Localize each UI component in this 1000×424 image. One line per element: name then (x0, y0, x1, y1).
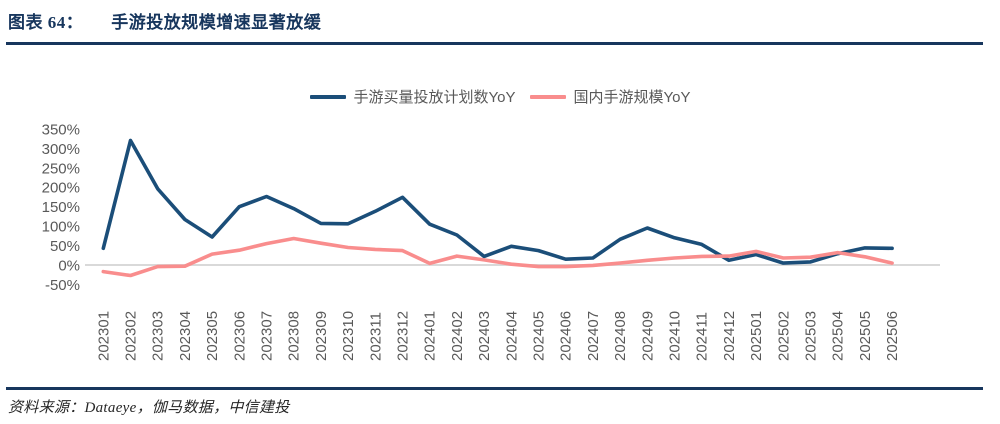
x-axis-tick-label: 202305 (204, 311, 221, 361)
x-axis-tick-label: 202403 (476, 311, 493, 361)
legend-label: 手游买量投放计划数YoY (353, 89, 516, 106)
x-axis-tick-label: 202311 (367, 312, 384, 361)
y-axis-tick-label: -50% (45, 277, 80, 294)
figure-title-row: 图表 64： 手游投放规模增速显著放缓 (8, 8, 321, 33)
x-axis-tick-label: 202505 (857, 311, 874, 361)
x-axis-tick-label: 202502 (775, 311, 792, 361)
x-axis-tick-label: 202406 (558, 311, 575, 361)
x-axis-tick-label: 202308 (286, 311, 303, 361)
x-axis-tick-label: 202506 (884, 311, 901, 361)
y-axis-tick-label: 0% (58, 258, 80, 275)
x-axis-tick-label: 202411 (694, 312, 711, 361)
legend-line-swatch-navy (309, 94, 346, 99)
legend-item-domestic-scale-yoy: 国内手游规模YoY (529, 86, 691, 107)
figure-number-label: 图表 64： (8, 13, 84, 32)
source-note: 资料来源：Dataeye，伽马数据，中信建投 (8, 400, 290, 416)
x-axis-tick-label: 202401 (422, 311, 439, 361)
x-axis-tick-label: 202404 (503, 311, 520, 361)
y-axis-tick-label: 200% (42, 180, 80, 197)
x-axis-tick-label: 202408 (612, 311, 629, 361)
y-axis-tick-label: 100% (42, 219, 80, 236)
x-axis-tick-label: 202504 (830, 311, 847, 361)
y-axis-tick-label: 250% (42, 160, 80, 177)
legend-label: 国内手游规模YoY (573, 89, 691, 106)
x-axis-tick-label: 202412 (721, 311, 738, 361)
x-axis-tick-label: 202410 (667, 311, 684, 361)
chart-legend: 手游买量投放计划数YoY 国内手游规模YoY (0, 86, 1000, 107)
legend-line-swatch-pink (529, 94, 566, 99)
y-axis-tick-label: 350% (42, 121, 80, 138)
figure-title: 手游投放规模增速显著放缓 (111, 13, 322, 32)
plan-count-yoy-line (101, 138, 894, 265)
y-axis-tick-label: 300% (42, 141, 80, 158)
x-axis-tick-label: 202304 (177, 311, 194, 361)
x-axis-tick-label: 202302 (123, 311, 140, 361)
x-axis-tick-label: 202407 (585, 311, 602, 361)
title-underline (6, 42, 983, 45)
x-axis-tick-label: 202306 (231, 311, 248, 361)
footer-divider (6, 387, 983, 390)
x-axis-tick-label: 202303 (150, 311, 167, 361)
x-axis-tick-label: 202301 (95, 311, 112, 361)
x-axis-tick-label: 202312 (395, 311, 412, 361)
domestic-scale-yoy-line (101, 236, 894, 278)
x-axis-tick-label: 202402 (449, 311, 466, 361)
x-axis-tick-label: 202409 (639, 311, 656, 361)
x-axis-tick-label: 202310 (340, 311, 357, 361)
legend-item-plan-count-yoy: 手游买量投放计划数YoY (309, 86, 516, 107)
y-axis-tick-label: 150% (42, 199, 80, 216)
x-axis-tick-label: 202307 (259, 311, 276, 361)
x-axis-tick-label: 202501 (748, 311, 765, 361)
x-axis-tick-label: 202503 (803, 311, 820, 361)
x-axis-tick-label: 202309 (313, 311, 330, 361)
x-axis-tick-label: 202405 (531, 311, 548, 361)
y-axis-tick-label: 50% (50, 238, 80, 255)
